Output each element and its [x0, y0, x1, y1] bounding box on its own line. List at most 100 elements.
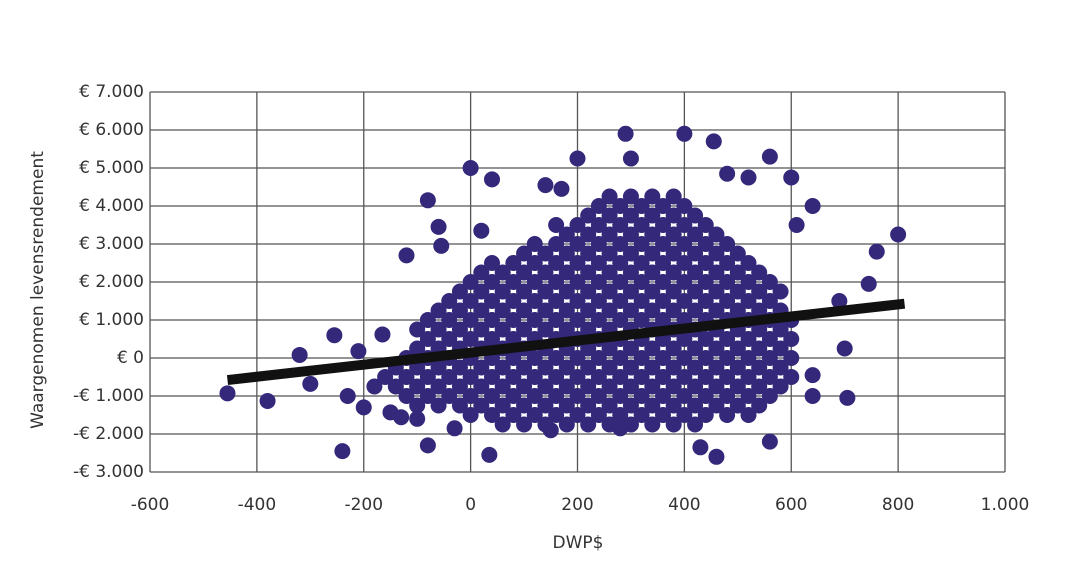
scatter-point — [430, 397, 447, 414]
scatter-point — [676, 388, 693, 404]
scatter-point — [590, 407, 607, 423]
scatter-point — [419, 369, 436, 385]
scatter-point — [537, 283, 554, 300]
scatter-point — [772, 378, 789, 395]
scatter-point — [655, 407, 671, 423]
scatter-point — [558, 264, 575, 281]
scatter-point — [601, 378, 618, 395]
scatter-point — [697, 369, 714, 385]
scatter-point — [419, 312, 436, 328]
scatter-point — [537, 321, 554, 338]
scatter-point — [473, 302, 490, 319]
scatter-point — [612, 255, 629, 271]
scatter-point — [553, 180, 570, 197]
scatter-point — [484, 331, 500, 347]
scatter-point — [676, 236, 693, 252]
scatter-point — [708, 397, 725, 414]
scatter-point — [708, 283, 725, 300]
scatter-point — [783, 350, 800, 366]
scatter-point — [590, 198, 607, 214]
scatter-point — [516, 359, 533, 376]
scatter-point — [740, 350, 757, 366]
scatter-point — [719, 388, 736, 404]
scatter-point — [302, 375, 319, 392]
scatter-point — [612, 217, 629, 233]
scatter-point — [291, 346, 308, 363]
scatter-point — [665, 188, 682, 205]
scatter-point — [622, 302, 639, 319]
scatter-point — [526, 369, 543, 385]
scatter-point — [633, 198, 650, 214]
scatter-point — [665, 397, 682, 414]
scatter-point — [655, 236, 671, 252]
y-tick-label: € 7.000 — [79, 82, 144, 102]
scatter-point — [804, 198, 821, 214]
scatter-point — [783, 369, 800, 385]
scatter-point — [580, 378, 597, 395]
scatter-point — [494, 283, 511, 300]
scatter-point — [751, 397, 768, 414]
scatter-point — [601, 264, 618, 281]
scatter-point — [687, 245, 704, 262]
scatter-point — [697, 350, 714, 366]
scatter-point — [569, 407, 586, 423]
scatter-point — [729, 302, 746, 319]
y-axis-label: Waargenomen levensrendement — [28, 151, 48, 429]
scatter-point — [484, 274, 500, 290]
scatter-point — [558, 226, 575, 243]
scatter-point — [761, 369, 778, 385]
scatter-point — [676, 217, 693, 233]
scatter-point — [494, 378, 511, 395]
scatter-point — [484, 388, 500, 404]
scatter-point — [612, 350, 629, 366]
scatter-point — [761, 274, 778, 290]
scatter-point — [601, 245, 618, 262]
scatter-point — [751, 283, 768, 300]
y-tick-label: -€ 2.000 — [73, 424, 144, 444]
scatter-point — [751, 340, 768, 357]
scatter-point — [708, 378, 725, 395]
scatter-point — [804, 367, 821, 384]
scatter-point — [612, 236, 629, 252]
scatter-point — [644, 397, 661, 414]
scatter-point — [665, 302, 682, 319]
scatter-point — [633, 274, 650, 290]
scatter-point — [719, 350, 736, 366]
scatter-point — [622, 264, 639, 281]
scatter-point — [569, 236, 586, 252]
scatter-point — [430, 302, 447, 319]
scatter-point — [676, 293, 693, 309]
scatter-point — [473, 378, 490, 395]
scatter-point — [697, 255, 714, 271]
scatter-point — [451, 302, 468, 319]
scatter-point — [860, 275, 877, 292]
scatter-point — [419, 331, 436, 347]
scatter-point — [687, 283, 704, 300]
y-tick-label: € 0 — [117, 348, 144, 368]
scatter-point — [590, 217, 607, 233]
y-tick-label: € 3.000 — [79, 234, 144, 254]
scatter-point — [494, 359, 511, 376]
scatter-point — [601, 340, 618, 357]
scatter-point — [374, 326, 391, 343]
scatter-point — [655, 217, 671, 233]
scatter-point — [676, 198, 693, 214]
scatter-point — [622, 245, 639, 262]
scatter-point — [751, 302, 768, 319]
scatter-point — [526, 255, 543, 271]
scatter-point — [505, 350, 522, 366]
scatter-point — [580, 321, 597, 338]
y-tick-label: -€ 3.000 — [73, 462, 144, 482]
scatter-point — [719, 165, 736, 182]
scatter-point — [729, 245, 746, 262]
scatter-point — [633, 255, 650, 271]
x-tick-label: -400 — [238, 495, 277, 515]
scatter-point — [398, 369, 415, 385]
scatter-point — [505, 255, 522, 271]
x-tick-label: 0 — [465, 495, 476, 515]
scatter-point — [740, 274, 757, 290]
scatter-point — [622, 378, 639, 395]
scatter-point — [441, 369, 458, 385]
scatter-point — [687, 264, 704, 281]
scatter-point — [537, 302, 554, 319]
